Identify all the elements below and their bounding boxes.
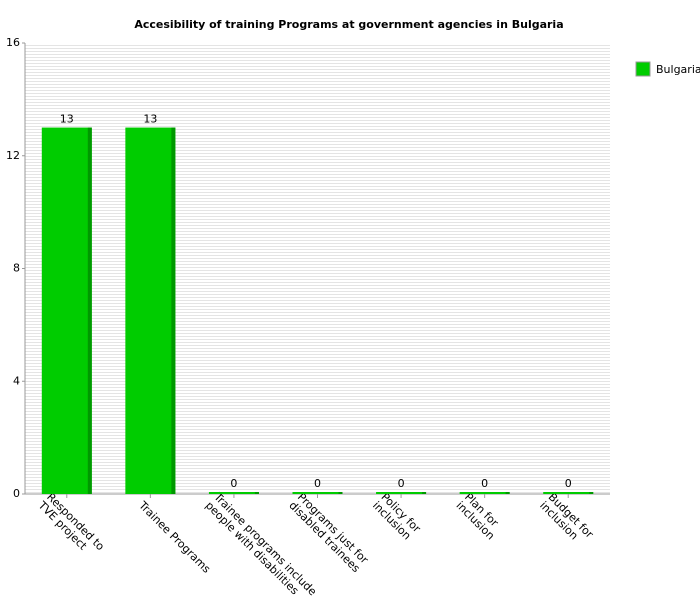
bar-side (338, 492, 343, 494)
bar-side (505, 492, 510, 494)
plot-background (25, 43, 610, 494)
legend-label: Bulgaria (656, 63, 700, 76)
legend-swatch (635, 61, 651, 77)
y-tick-label: 16 (6, 36, 20, 49)
x-tick-label: Responded toTVE project (35, 490, 107, 562)
bar (41, 127, 92, 494)
y-tick-label: 12 (6, 149, 20, 162)
x-tick-label: Plan forinclusion (454, 490, 506, 542)
bar (543, 492, 594, 494)
x-tick-label: Trainee Programs (136, 498, 214, 576)
bar (125, 127, 176, 494)
x-tick-label-line: Programs just for (295, 490, 371, 566)
x-tick-label-line: people with disabilities (203, 499, 302, 598)
y-tick-label: 0 (13, 487, 20, 500)
bar (376, 492, 427, 494)
value-label: 13 (60, 113, 74, 126)
y-tick-label: 8 (13, 262, 20, 275)
value-label: 0 (230, 477, 237, 490)
y-tick-label: 4 (13, 374, 20, 387)
x-tick-label: Budget forinclusion (537, 490, 596, 549)
x-tick-label: Policy forinclusion (370, 490, 424, 544)
value-label: 0 (398, 477, 405, 490)
bar (208, 492, 259, 494)
value-label: 0 (565, 477, 572, 490)
x-tick-label: Programs just fordisabled trainees (286, 490, 371, 575)
bar-side (171, 127, 176, 494)
bar-side (422, 492, 427, 494)
value-label: 0 (481, 477, 488, 490)
bar-side (254, 492, 259, 494)
x-tick-label-line: Trainee Programs (136, 498, 214, 576)
value-label: 0 (314, 477, 321, 490)
bar-side (87, 127, 92, 494)
chart-title: Accesibility of training Programs at gov… (134, 18, 563, 31)
bar (292, 492, 343, 494)
bar (459, 492, 510, 494)
bar-side (589, 492, 594, 494)
value-label: 13 (143, 113, 157, 126)
